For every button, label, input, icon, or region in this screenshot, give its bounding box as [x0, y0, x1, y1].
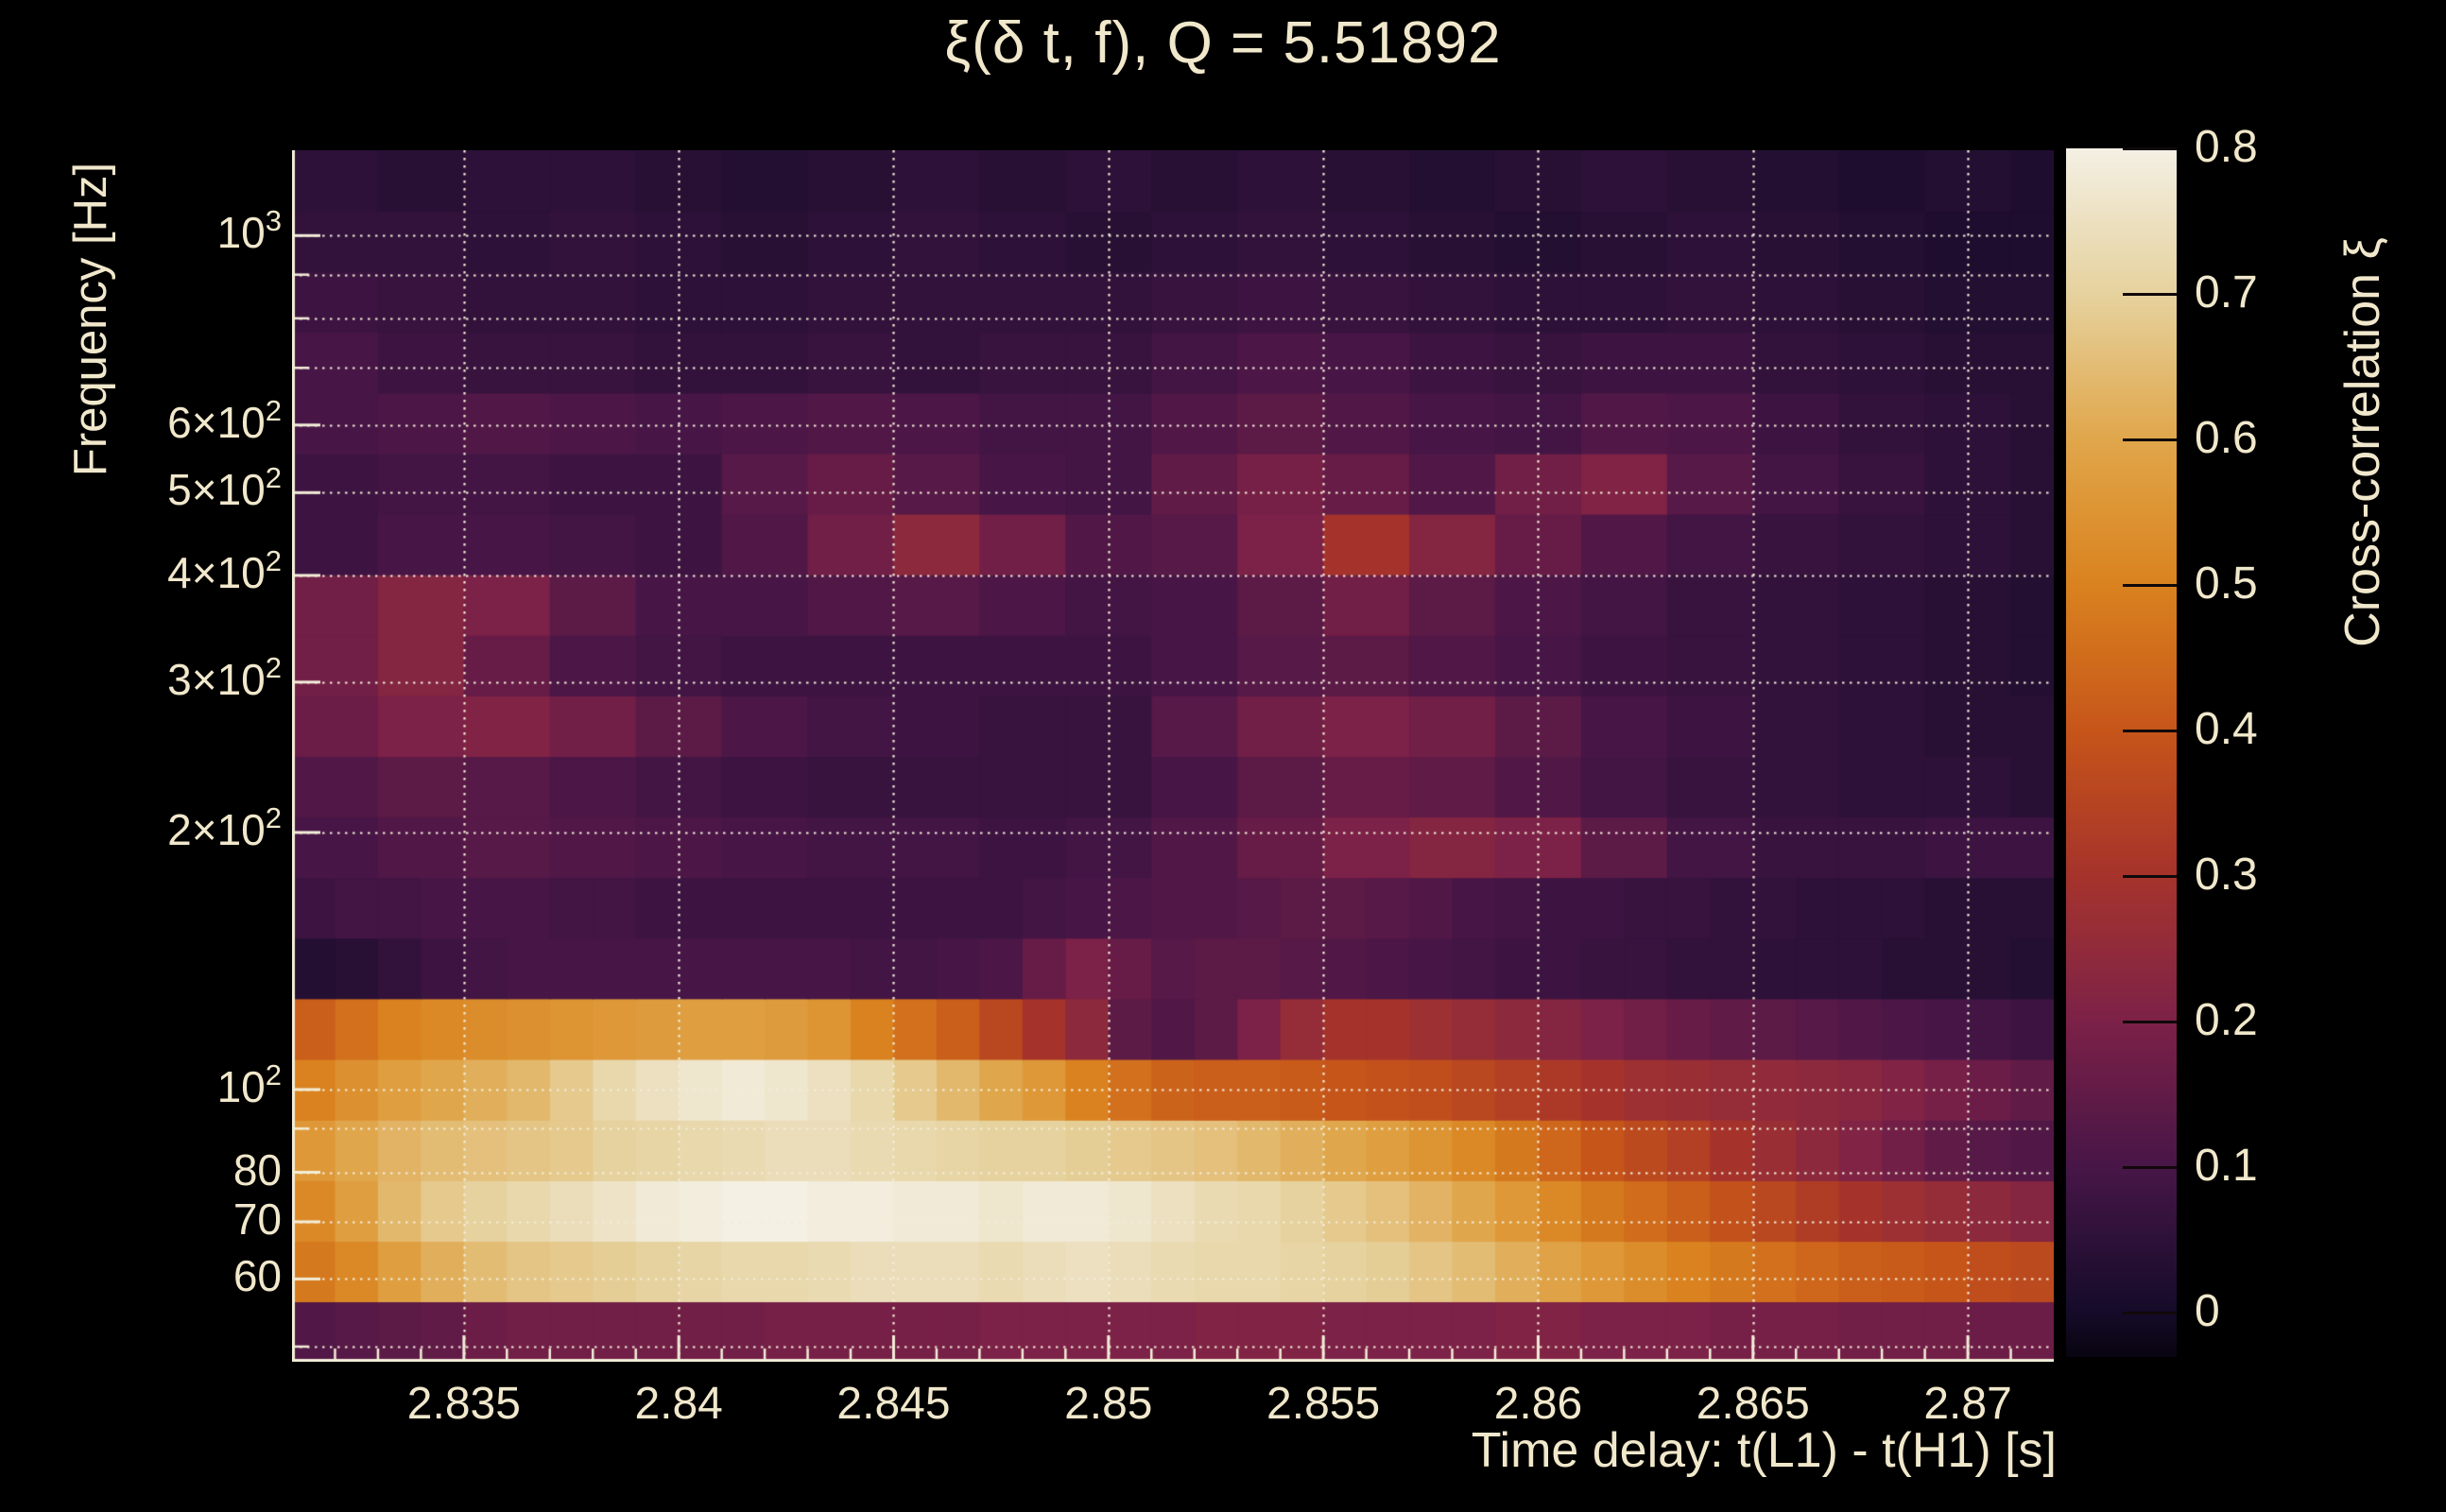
- colorbar-tick-label: 0.6: [2195, 413, 2258, 463]
- colorbar-tick: [2123, 292, 2177, 296]
- colorbar-tick-label: 0.2: [2195, 995, 2258, 1045]
- y-tick-label: 103: [216, 204, 282, 258]
- colorbar-tick-label: 0.1: [2195, 1141, 2258, 1191]
- y-tick-label: 5×102: [167, 461, 282, 515]
- x-tick-label: 2.835: [406, 1379, 521, 1429]
- colorbar-axis-label: Cross-correlation ξ: [2335, 237, 2390, 647]
- colorbar-tick: [2123, 438, 2177, 441]
- colorbar-gradient: [2066, 148, 2177, 1357]
- x-tick-label: 2.855: [1266, 1379, 1381, 1429]
- colorbar-tick-label: 0.4: [2195, 704, 2258, 754]
- x-tick-label: 2.87: [1923, 1379, 2012, 1429]
- x-tick-label: 2.86: [1493, 1379, 1583, 1429]
- y-tick-label: 2×102: [167, 800, 282, 854]
- colorbar-tick-label: 0.3: [2195, 850, 2258, 900]
- y-tick-label: 70: [233, 1194, 282, 1244]
- x-axis-label: Time delay: t(L1) - t(H1) [s]: [1471, 1423, 2057, 1478]
- y-tick-label: 3×102: [167, 650, 282, 704]
- colorbar-tick: [2123, 1311, 2177, 1314]
- colorbar-tick-label: 0.8: [2195, 122, 2258, 172]
- heatmap-plot: [292, 150, 2054, 1362]
- x-tick-label: 2.865: [1696, 1379, 1810, 1429]
- colorbar-tick: [2123, 146, 2177, 150]
- colorbar-tick: [2123, 874, 2177, 878]
- y-tick-label: 4×102: [167, 543, 282, 597]
- y-tick-label: 60: [233, 1251, 282, 1301]
- colorbar-tick: [2123, 1020, 2177, 1023]
- colorbar-tick: [2123, 1165, 2177, 1169]
- x-tick-label: 2.84: [634, 1379, 723, 1429]
- colorbar-tick-label: 0.5: [2195, 558, 2258, 609]
- y-tick-label: 102: [216, 1057, 282, 1111]
- x-tick-label: 2.85: [1064, 1379, 1153, 1429]
- colorbar-tick-label: 0: [2195, 1286, 2220, 1336]
- chart-title: ξ(δ t, f), Q = 5.51892: [944, 10, 1502, 76]
- colorbar-tick: [2123, 729, 2177, 732]
- colorbar-tick-label: 0.7: [2195, 267, 2258, 318]
- colorbar-tick: [2123, 583, 2177, 587]
- y-tick-label: 80: [233, 1144, 282, 1194]
- y-tick-label: 6×102: [167, 393, 282, 447]
- x-tick-label: 2.845: [836, 1379, 951, 1429]
